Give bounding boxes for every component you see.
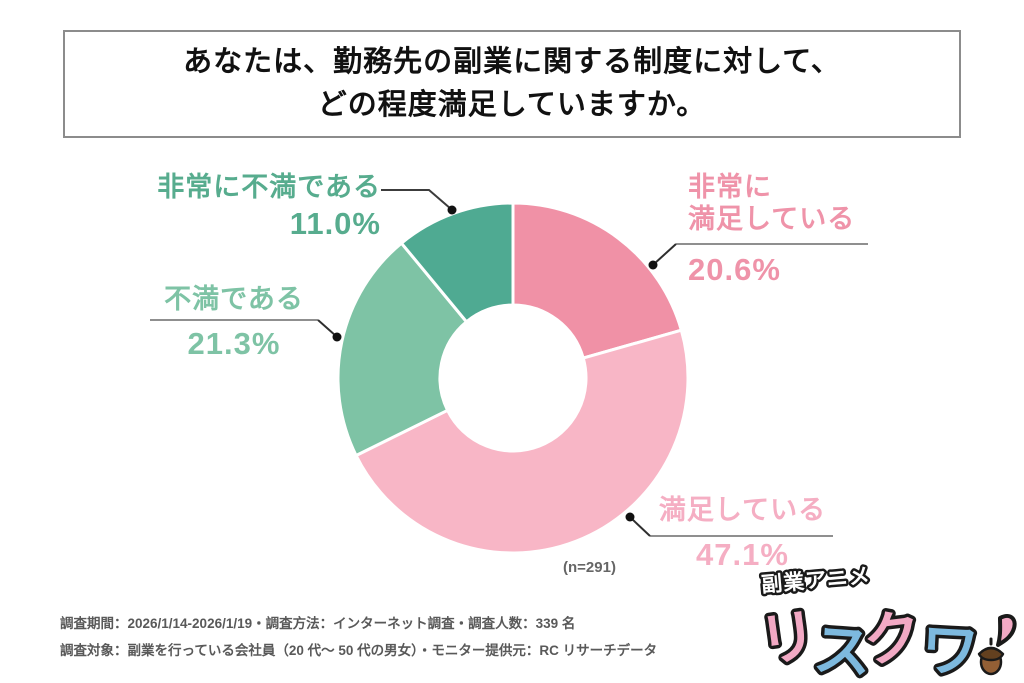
leader-lines [150,189,868,537]
leader-dot-very-dissatisfied [447,205,457,215]
title-line-2: どの程度満足していますか。 [317,88,707,121]
callout-satisfied: 満足している 47.1% [650,494,835,573]
callout-label: 満足している [688,204,856,234]
title-box: あなたは、勤務先の副業に関する制度に対して、 どの程度満足していますか。 [63,30,961,138]
callout-label: 満足している [658,495,827,525]
donut-segment-dissatisfied [336,241,468,457]
callout-percent: 47.1% [696,537,789,572]
leader-dot-dissatisfied [332,332,342,342]
leader-dot-very-satisfied [648,260,658,270]
callout-very-satisfied: 非常に 満足している 20.6% [688,171,855,288]
leader-line-very-satisfied [653,243,677,265]
donut-segments [336,201,690,555]
callout-percent: 21.3% [187,326,281,361]
callout-percent: 20.6% [688,252,781,287]
logo-tagline: 副業アニメ [760,564,871,597]
logo-char-2: ス [811,617,873,683]
acorn-cap [977,646,1005,662]
logo-char-1: リ [755,602,821,674]
survey-footnote: 調査期間：2026/1/14-2026/1/19・調査方法：インターネット調査・… [60,610,657,664]
donut-segment-very-satisfied [511,201,683,360]
donut-segment-satisfied [354,328,690,555]
logo-char-4: ワ [919,617,980,683]
leader-line-very-dissatisfied [381,189,452,210]
callout-label: 非常に [688,172,772,202]
acorn-icon [977,613,1017,676]
callout-dissatisfied: 不満である 21.3% [148,283,320,362]
footnote-line-2: 調査対象：副業を行っている会社員（20 代〜 50 代の男女）・モニター提供元：… [60,643,658,658]
callout-very-dissatisfied: 非常に不満である 11.0% [157,171,381,242]
sample-size-note: (n=291) [563,559,616,576]
callout-percent: 11.0% [289,206,381,241]
footnote-line-1: 調査期間：2026/1/14-2026/1/19・調査方法：インターネット調査・… [60,616,576,631]
callout-label: 非常に不満である [157,172,381,202]
callout-label: 不満である [164,284,304,314]
logo-char-3: ク [860,603,926,675]
logo-tail-swoosh [996,613,1017,647]
leader-dot-satisfied [625,512,635,522]
leader-line-dissatisfied [317,319,337,337]
leader-line-satisfied [631,518,651,537]
donut-segment-very-dissatisfied [399,201,515,324]
title-line-1: あなたは、勤務先の副業に関する制度に対して、 [183,46,841,79]
